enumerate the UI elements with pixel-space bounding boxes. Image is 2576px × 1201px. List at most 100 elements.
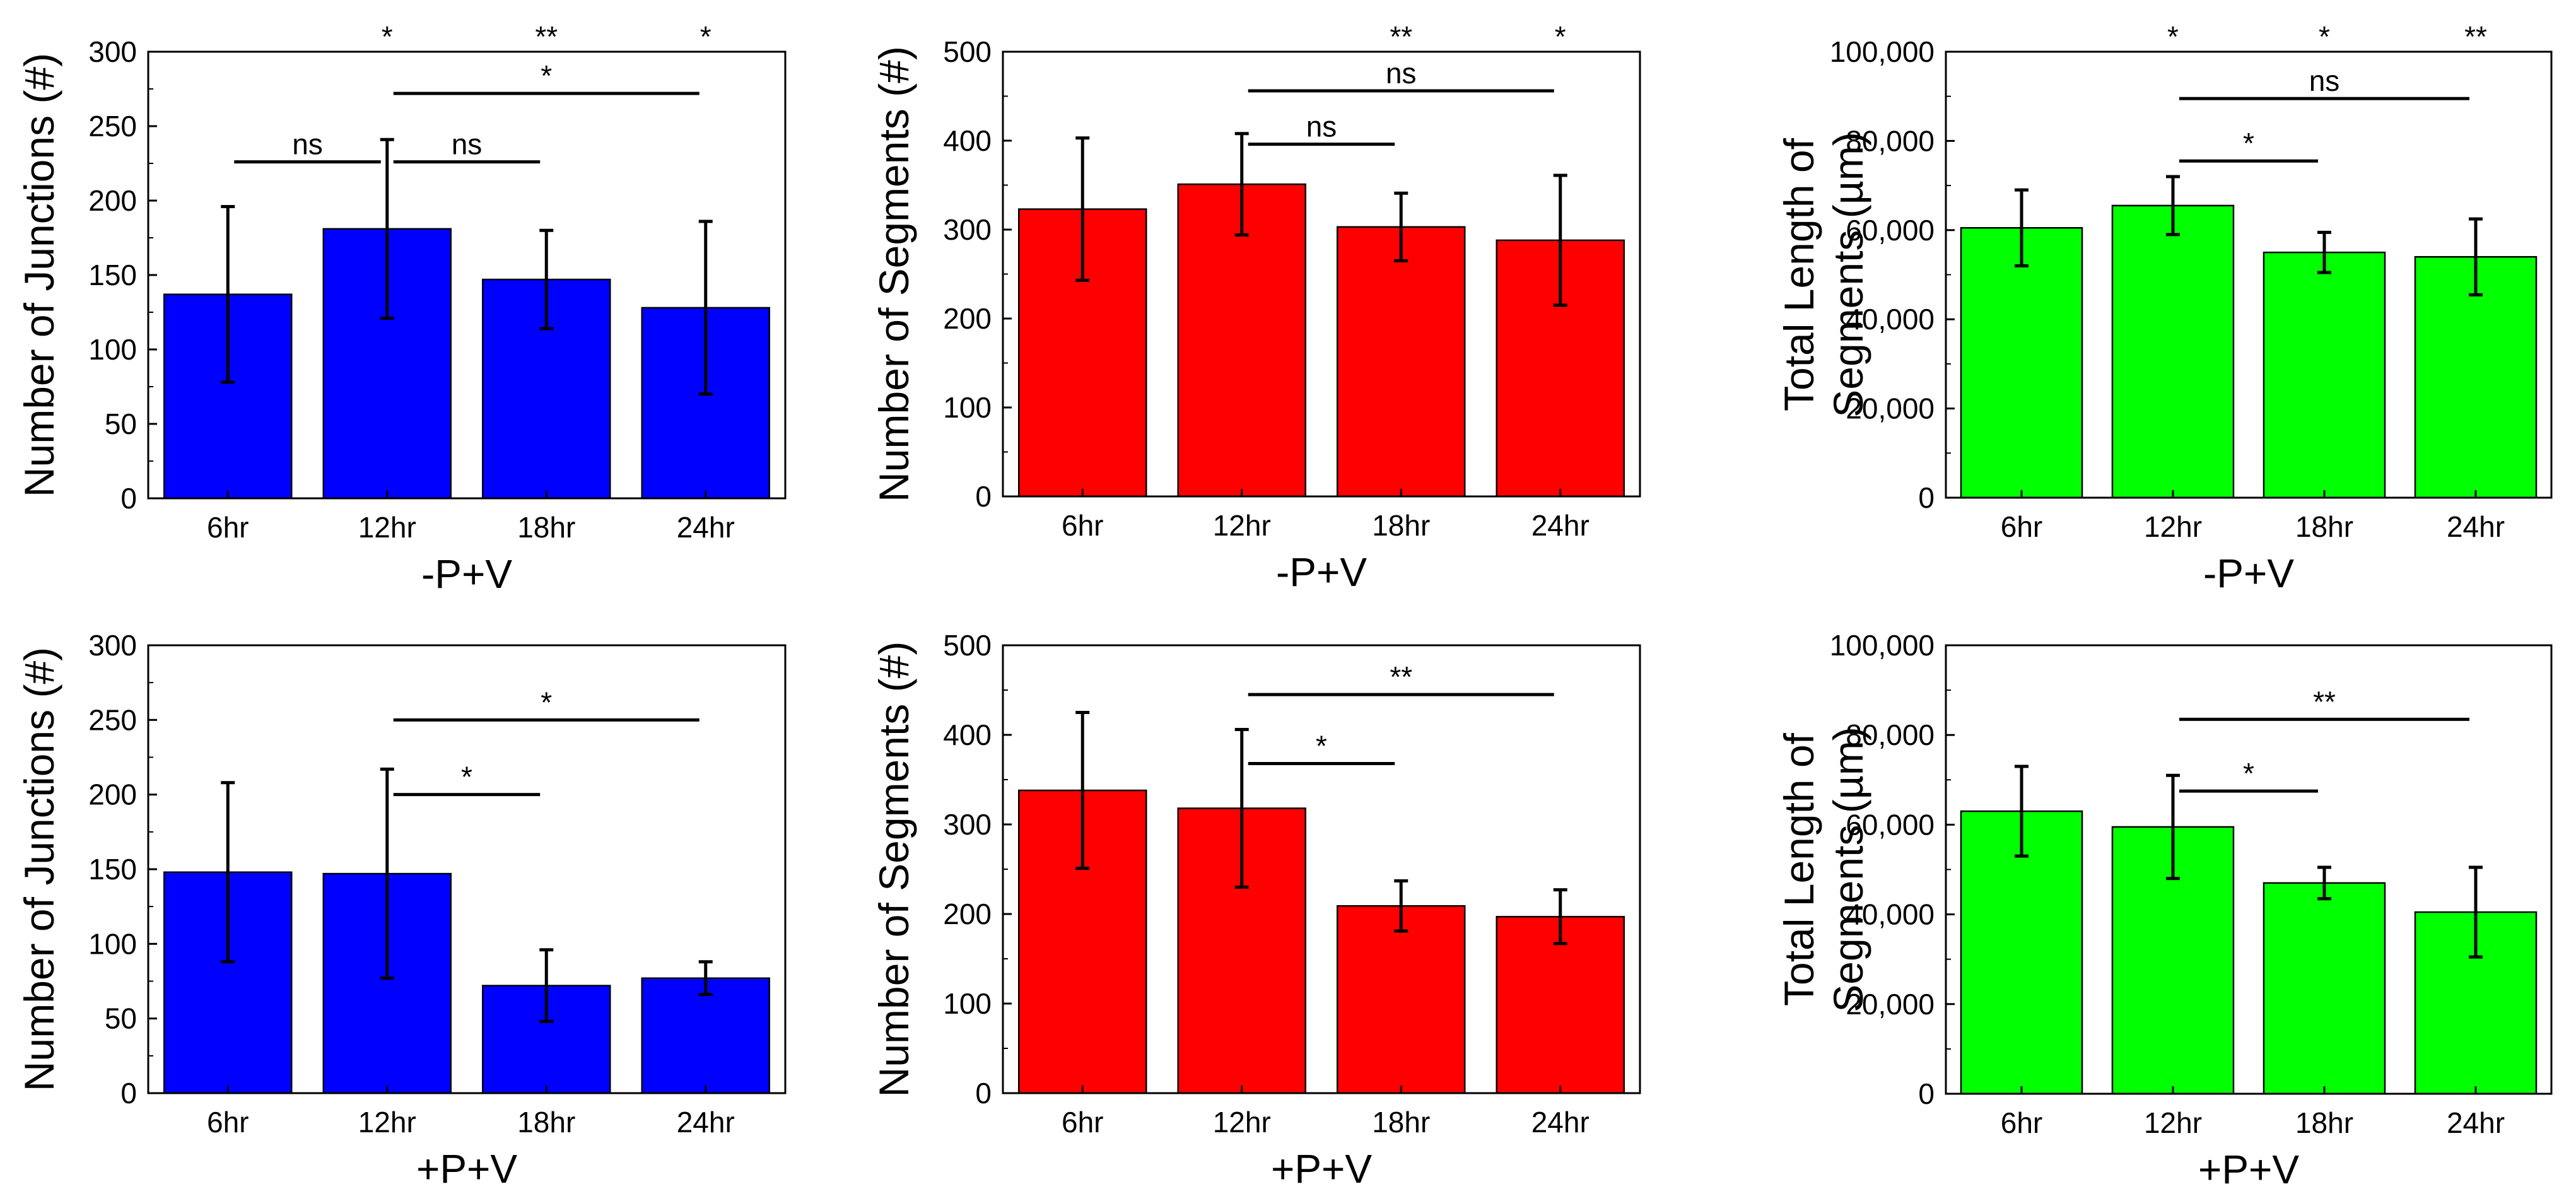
bar-24hr <box>1496 916 1625 1094</box>
y-tick-label: 0 <box>975 1077 992 1110</box>
y-tick-label: 0 <box>1918 481 1935 514</box>
comparison-12hr-24hr: * <box>393 59 700 95</box>
chart-panel-2: 0 100 200 300 400 500 6hr 12hr 18hr 24hr -P+V Numbe… <box>870 20 1641 595</box>
x-tick-label-6hr: 6hr <box>2001 1106 2042 1139</box>
x-tick-label-12hr: 12hr <box>2144 1106 2202 1139</box>
comparison-label: ** <box>2313 685 2336 718</box>
x-tick-label-12hr: 12hr <box>358 511 416 544</box>
comparison-12hr-18hr: ns <box>393 128 541 164</box>
error-bar-12hr <box>380 138 394 320</box>
x-tick-label-6hr: 6hr <box>207 511 249 544</box>
x-axis-label: -P+V <box>421 551 512 597</box>
y-tick-label: 400 <box>943 718 992 751</box>
error-bar-6hr <box>2015 188 2029 267</box>
x-tick-label-12hr: 12hr <box>2144 510 2202 543</box>
y-tick-label: 200 <box>943 302 992 335</box>
x-tick-label-6hr: 6hr <box>207 1106 249 1139</box>
y-tick-label: 300 <box>943 808 992 841</box>
error-bar-24hr <box>1553 888 1567 946</box>
x-axis-label: +P+V <box>2198 1147 2299 1192</box>
y-tick-label: 150 <box>88 259 137 291</box>
comparison-6hr-12hr: ns <box>234 128 381 164</box>
y-tick-label: 100 <box>943 987 992 1020</box>
y-tick-label: 100,000 <box>1830 35 1935 68</box>
bar-18hr <box>1337 226 1466 498</box>
y-tick-label: 500 <box>943 35 992 68</box>
x-tick-label-6hr: 6hr <box>1062 1106 1103 1139</box>
comparison-12hr-18hr: * <box>2179 127 2318 163</box>
y-tick-label: 40,000 <box>1846 303 1935 336</box>
y-tick-label: 200 <box>943 898 992 930</box>
comparison-label: ** <box>1390 660 1412 693</box>
x-tick-label-24hr: 24hr <box>677 511 735 544</box>
error-bar-24hr <box>2469 217 2483 296</box>
y-axis-label: Total Length ofSegments (µm) <box>1776 132 1871 417</box>
x-tick-label-18hr: 18hr <box>2295 510 2353 543</box>
x-tick-label-6hr: 6hr <box>2001 510 2042 543</box>
error-bar-18hr <box>1394 879 1408 933</box>
error-bar-6hr <box>221 781 235 964</box>
error-bar-12hr <box>1234 727 1249 889</box>
y-tick-label: 0 <box>975 480 992 513</box>
significance-star-18hr: ** <box>1390 20 1412 53</box>
y-tick-label: 80,000 <box>1846 718 1935 751</box>
y-axis-label: Number of Junctions (#) <box>16 647 62 1091</box>
y-tick-label: 40,000 <box>1846 898 1935 931</box>
comparison-12hr-24hr: ns <box>1248 57 1554 93</box>
y-tick-label: 50 <box>105 407 137 440</box>
significance-star-24hr: ** <box>2464 20 2487 53</box>
comparison-label: * <box>541 686 552 718</box>
y-tick-label: 250 <box>88 703 137 736</box>
y-tick-label: 300 <box>88 629 137 662</box>
error-bar-6hr <box>2015 765 2029 858</box>
y-tick-label: 60,000 <box>1846 214 1935 247</box>
comparison-label: ns <box>452 128 483 161</box>
error-bar-18hr <box>539 948 554 1023</box>
x-tick-label-18hr: 18hr <box>1372 1106 1430 1139</box>
chart-panel-5: 0 100 200 300 400 500 6hr 12hr 18hr 24hr +P+V Numbe… <box>870 629 1641 1192</box>
y-tick-label: 200 <box>88 184 137 217</box>
error-bar-24hr <box>2469 865 2483 959</box>
error-bar-6hr <box>1075 711 1090 870</box>
chart-panel-4: 0 50 100 150 200 250 300 6hr 12hr 18hr 24hr +P+V Num… <box>16 629 787 1192</box>
y-tick-label: 0 <box>1918 1077 1935 1110</box>
x-tick-label-24hr: 24hr <box>2447 1106 2505 1139</box>
significance-star-12hr: * <box>382 20 393 53</box>
y-axis-label-line: Total Length of <box>1776 732 1822 1006</box>
comparison-12hr-18hr: ns <box>1248 110 1395 146</box>
y-tick-label: 20,000 <box>1846 392 1935 425</box>
error-bar-12hr <box>2166 175 2180 237</box>
x-tick-label-24hr: 24hr <box>2447 510 2505 543</box>
y-tick-label: 150 <box>88 853 137 886</box>
comparison-12hr-18hr: * <box>2179 757 2318 793</box>
error-bar-6hr <box>221 204 235 384</box>
comparison-label: ns <box>2309 64 2340 97</box>
y-axis-label: Number of Junctions (#) <box>16 53 62 497</box>
error-bar-24hr <box>698 960 713 997</box>
comparison-12hr-24hr: ** <box>1248 660 1554 696</box>
y-axis-label: Number of Segments (#) <box>870 642 917 1098</box>
bar-6hr <box>1960 810 2083 1095</box>
significance-star-18hr: * <box>2319 20 2330 53</box>
x-tick-label-24hr: 24hr <box>1531 509 1590 542</box>
y-axis-label: Total Length ofSegments (µm) <box>1776 727 1871 1012</box>
error-bar-18hr <box>2317 230 2331 274</box>
error-bar-24hr <box>698 220 713 396</box>
y-tick-label: 300 <box>943 213 992 246</box>
x-axis-label: +P+V <box>416 1146 517 1192</box>
significance-star-24hr: * <box>700 20 711 53</box>
bar-12hr <box>2111 204 2235 499</box>
x-tick-label-18hr: 18hr <box>2295 1106 2353 1139</box>
y-tick-label: 400 <box>943 124 992 157</box>
y-tick-label: 60,000 <box>1846 808 1935 841</box>
chart-panel-1: 0 50 100 150 200 250 300 6hr 12hr 18hr 24hr -P+V Num… <box>16 20 787 597</box>
error-bar-12hr <box>380 767 394 980</box>
error-bar-18hr <box>539 228 554 331</box>
comparison-label: * <box>541 59 552 92</box>
comparison-12hr-18hr: * <box>1248 729 1395 765</box>
x-axis-label: -P+V <box>1276 549 1367 595</box>
comparison-12hr-24hr: * <box>393 686 700 722</box>
comparison-12hr-18hr: * <box>393 761 541 797</box>
comparison-label: * <box>2243 127 2254 160</box>
y-tick-label: 80,000 <box>1846 124 1935 157</box>
